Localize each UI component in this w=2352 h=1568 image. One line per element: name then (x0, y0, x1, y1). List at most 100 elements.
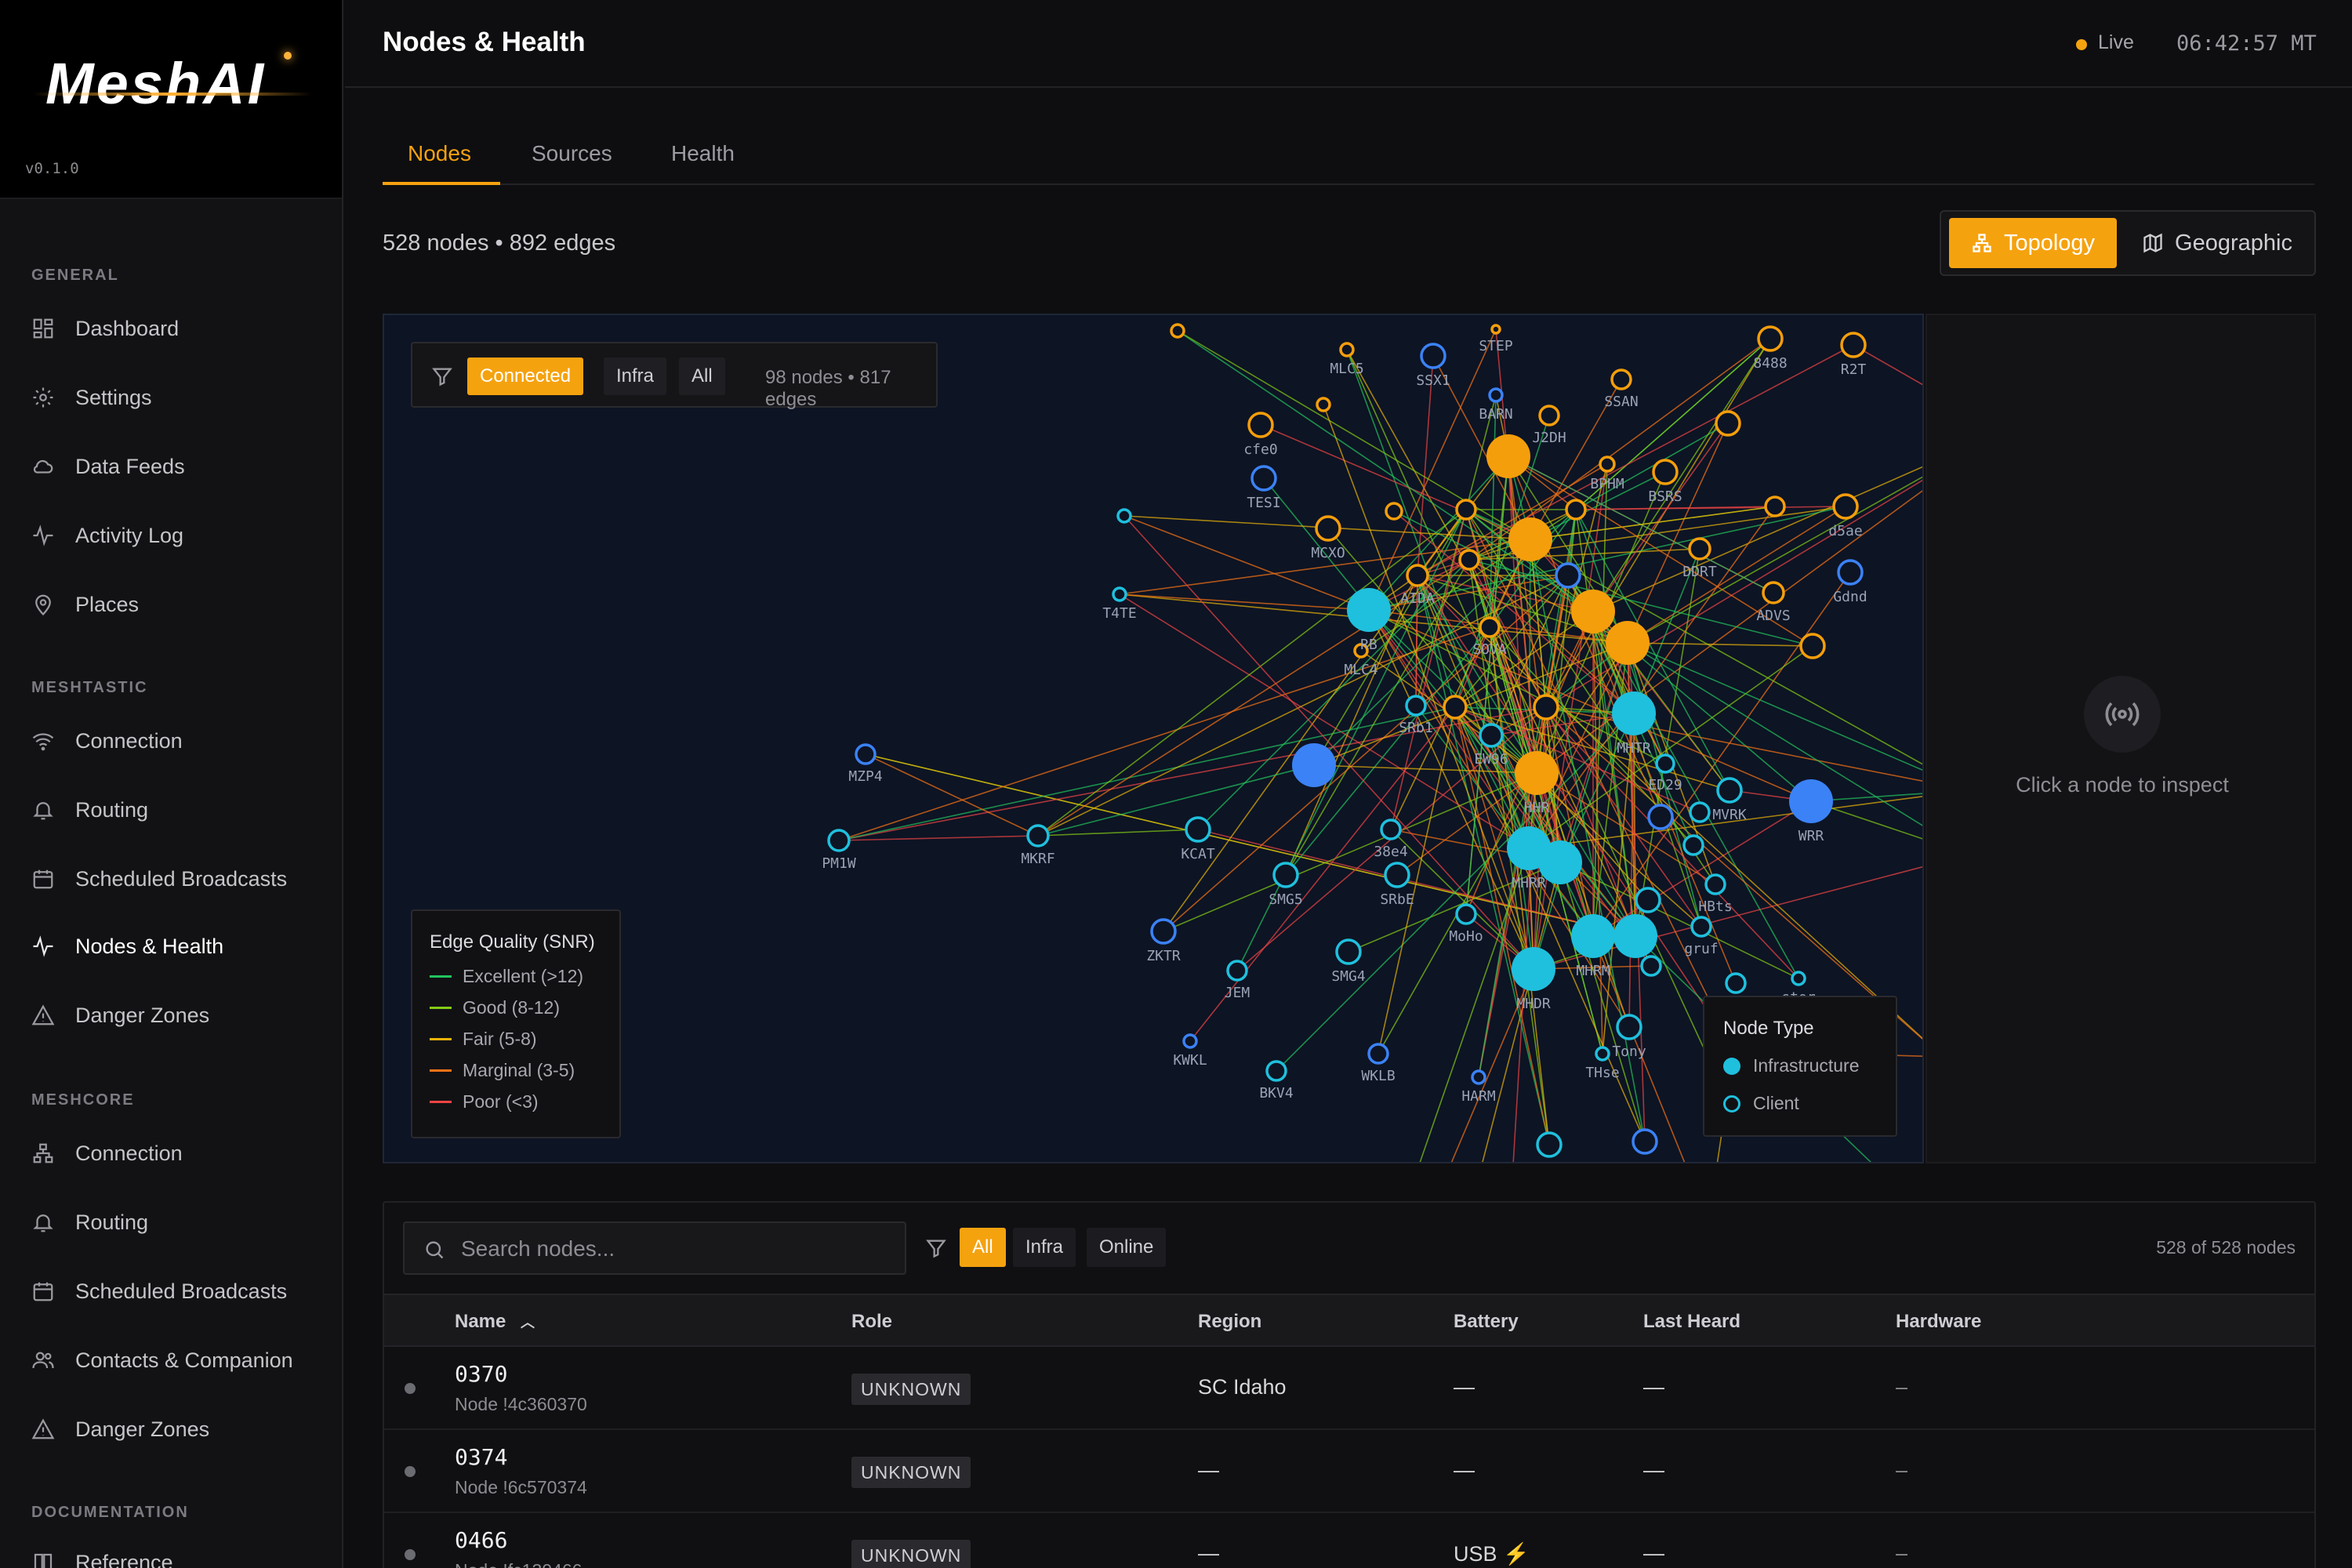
graph-node[interactable] (1479, 616, 1501, 638)
graph-node[interactable] (1538, 840, 1582, 884)
graph-node[interactable] (1339, 342, 1355, 358)
graph-node[interactable] (1715, 410, 1741, 437)
column-battery[interactable]: Battery (1454, 1311, 1519, 1332)
graph-node[interactable] (1455, 903, 1477, 925)
graph-node[interactable] (1571, 914, 1615, 958)
graph-node[interactable] (1458, 549, 1480, 571)
graph-node[interactable] (1632, 1128, 1658, 1155)
sidebar-item-settings[interactable]: Settings (0, 370, 342, 425)
graph-node[interactable] (1689, 801, 1711, 823)
graph-node[interactable] (1150, 918, 1177, 945)
graph-node[interactable] (1226, 960, 1248, 982)
column-hardware[interactable]: Hardware (1896, 1311, 1982, 1332)
graph-node[interactable] (1613, 914, 1657, 958)
tab-sources[interactable]: Sources (532, 141, 612, 165)
graph-node[interactable] (1420, 343, 1446, 369)
sidebar-item-dashboard[interactable]: Dashboard (0, 301, 342, 356)
table-filter-infra[interactable]: Infra (1013, 1228, 1076, 1267)
table-row[interactable]: 0466 Node !fc130466 UNKNOWN — USB ⚡ — – (384, 1513, 2314, 1568)
graph-node[interactable] (1292, 743, 1336, 787)
tab-nodes[interactable]: Nodes (408, 141, 471, 165)
graph-node[interactable] (1335, 938, 1362, 965)
graph-node[interactable] (1595, 1046, 1610, 1062)
graph-node[interactable] (1405, 695, 1427, 717)
search-input[interactable] (461, 1231, 892, 1267)
graph-node[interactable] (1533, 694, 1559, 720)
graph-node[interactable] (1385, 502, 1403, 521)
graph-node[interactable] (1616, 1014, 1642, 1040)
graph-node[interactable] (1512, 947, 1555, 991)
graph-node[interactable] (1555, 562, 1581, 589)
graph-node[interactable] (1026, 824, 1050, 848)
graph-node[interactable] (827, 829, 851, 852)
topology-button[interactable]: Topology (1949, 218, 2117, 268)
sidebar-item-activity-log[interactable]: Activity Log (0, 508, 342, 563)
graph-node[interactable] (1353, 643, 1369, 659)
graph-node[interactable] (1610, 368, 1632, 390)
graph-node[interactable] (1247, 412, 1274, 438)
graph-node[interactable] (1538, 405, 1560, 426)
graph-node[interactable] (1571, 590, 1615, 633)
graph-node[interactable] (1832, 493, 1859, 520)
graph-node[interactable] (1406, 564, 1429, 587)
graph-node[interactable] (1640, 955, 1662, 977)
graph-node[interactable] (1791, 971, 1806, 986)
graph-node[interactable] (1612, 691, 1656, 735)
graph-node[interactable] (1471, 1069, 1486, 1085)
graph-node[interactable] (1272, 862, 1299, 888)
graph-node[interactable] (1725, 972, 1747, 994)
graph-node[interactable] (1182, 1033, 1198, 1049)
graph-node[interactable] (1655, 753, 1675, 774)
sidebar-item-meshcore-connection[interactable]: Connection (0, 1126, 342, 1181)
topology-graph[interactable]: STEPMLC5SSX18488R2TBARNSSANcfe0J2DHUDA1T… (383, 314, 1924, 1163)
graph-node[interactable] (1250, 465, 1277, 492)
graph-node[interactable] (1536, 1131, 1563, 1158)
graph-node[interactable] (1652, 459, 1679, 485)
sidebar-item-nodes-health[interactable]: Nodes & Health (0, 919, 342, 974)
filter-all[interactable]: All (679, 358, 725, 395)
column-name[interactable]: Name ︿ (455, 1311, 535, 1332)
graph-node[interactable] (1799, 633, 1826, 659)
graph-node[interactable] (1490, 324, 1501, 335)
graph-node[interactable] (1488, 387, 1504, 403)
graph-node[interactable] (1606, 621, 1650, 665)
graph-node[interactable] (1486, 434, 1530, 478)
sidebar-item-reference[interactable]: Reference (0, 1535, 342, 1568)
graph-node[interactable] (1455, 499, 1477, 521)
sidebar-item-data-feeds[interactable]: Data Feeds (0, 439, 342, 494)
graph-node[interactable] (1840, 332, 1867, 358)
graph-node[interactable] (1380, 818, 1402, 840)
filter-connected[interactable]: Connected (467, 358, 584, 395)
graph-node[interactable] (1347, 588, 1391, 632)
graph-node[interactable] (1599, 456, 1616, 473)
graph-node[interactable] (1762, 581, 1785, 604)
graph-node[interactable] (1112, 586, 1127, 602)
sidebar-item-places[interactable]: Places (0, 577, 342, 632)
filter-infra[interactable]: Infra (604, 358, 667, 395)
graph-node[interactable] (1837, 559, 1864, 586)
graph-node[interactable] (1316, 397, 1331, 412)
graph-node[interactable] (1367, 1043, 1389, 1065)
sidebar-item-meshcore-routing[interactable]: Routing (0, 1195, 342, 1250)
sidebar-item-meshtastic-danger-zones[interactable]: Danger Zones (0, 988, 342, 1043)
sidebar-item-meshtastic-routing[interactable]: Routing (0, 782, 342, 837)
app-logo[interactable]: MeshAI (45, 51, 267, 116)
geographic-button[interactable]: Geographic (2126, 218, 2308, 268)
table-row[interactable]: 0374 Node !6c570374 UNKNOWN — — — – (384, 1430, 2314, 1513)
graph-node[interactable] (1185, 816, 1211, 843)
graph-node[interactable] (1690, 916, 1712, 938)
graph-node[interactable] (1688, 537, 1711, 561)
graph-node[interactable] (1647, 804, 1674, 830)
graph-node[interactable] (1565, 499, 1587, 521)
graph-node[interactable] (1635, 887, 1661, 913)
graph-node[interactable] (1315, 515, 1341, 542)
graph-node[interactable] (1384, 862, 1410, 888)
graph-node[interactable] (1508, 517, 1552, 561)
graph-node[interactable] (1716, 777, 1743, 804)
sidebar-item-meshtastic-connection[interactable]: Connection (0, 713, 342, 768)
table-row[interactable]: 0370 Node !4c360370 UNKNOWN SC Idaho — —… (384, 1347, 2314, 1430)
graph-node[interactable] (1116, 508, 1132, 524)
graph-node[interactable] (1704, 873, 1726, 895)
column-region[interactable]: Region (1198, 1311, 1262, 1332)
graph-node[interactable] (855, 743, 877, 765)
